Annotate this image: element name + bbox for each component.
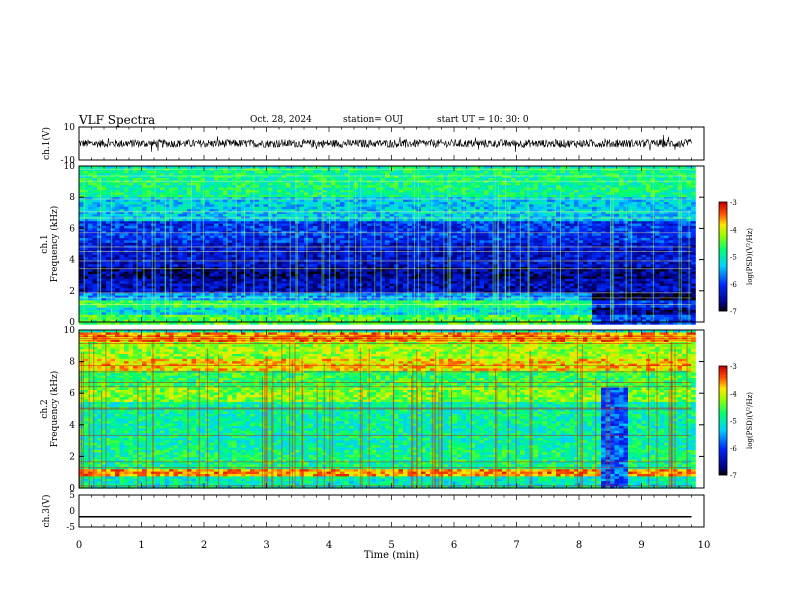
xtick-label: 1 [138,540,144,551]
ytick-label: 6 [69,224,75,234]
y-axis-label: Frequency (kHz) [49,206,60,283]
xtick-label: 7 [513,540,519,551]
colorbar-tick-label: -5 [730,254,737,262]
colorbar-tick-label: -7 [730,308,737,316]
ch2-spectrogram-panel [79,330,704,489]
ytick-label: -5 [66,523,75,533]
colorbar-tick-label: -7 [730,472,737,480]
colorbar-label: log(PSD)(V²/Hz) [746,228,754,285]
y-axis-label: ch.2 [40,399,50,418]
ch1-spectrogram-panel [79,166,704,325]
colorbar-tick-label: -6 [730,445,737,453]
xtick-label: 9 [638,540,644,551]
ytick-label: 10 [64,162,76,172]
ytick-label: 8 [69,193,75,203]
colorbar-tick-label: -4 [730,226,737,234]
colorbar-label: log(PSD)(V²/Hz) [746,392,754,449]
xtick-label: 6 [451,540,457,551]
colorbar-tick-label: -3 [730,363,737,371]
colorbar-tick-label: -6 [730,281,737,289]
ytick-label: 6 [69,389,75,399]
y-axis-label: ch.1(V) [41,127,52,160]
ytick-label: 10 [64,123,76,133]
xtick-label: 2 [201,540,207,551]
ytick-label: 4 [69,256,75,266]
ytick-label: 10 [64,326,76,336]
colorbar-tick-label: -3 [730,199,737,207]
y-axis-label: ch.3(V) [41,495,52,528]
vlf-figure: 10-10ch.1(V)0246810ch.1 Frequency (kHz)-3… [0,0,792,612]
colorbar-tick-label: -4 [730,390,737,398]
colorbar-tick-label: -5 [730,418,737,426]
ytick-label: 2 [69,452,75,462]
ytick-label: 4 [69,421,75,431]
xtick-label: 0 [76,540,82,551]
xtick-label: 4 [326,540,332,551]
ytick-label: 2 [69,287,75,297]
ytick-label: 5 [69,491,75,501]
ytick-label: 8 [69,358,75,368]
xtick-label: 8 [576,540,582,551]
x-axis-label: Time (min) [364,550,419,561]
y-axis-label: ch.1 [40,234,50,253]
ytick-label: 0 [69,507,75,517]
y-axis-label: Frequency (kHz) [49,371,60,448]
xtick-label: 3 [263,540,269,551]
xtick-label: 10 [698,540,711,551]
